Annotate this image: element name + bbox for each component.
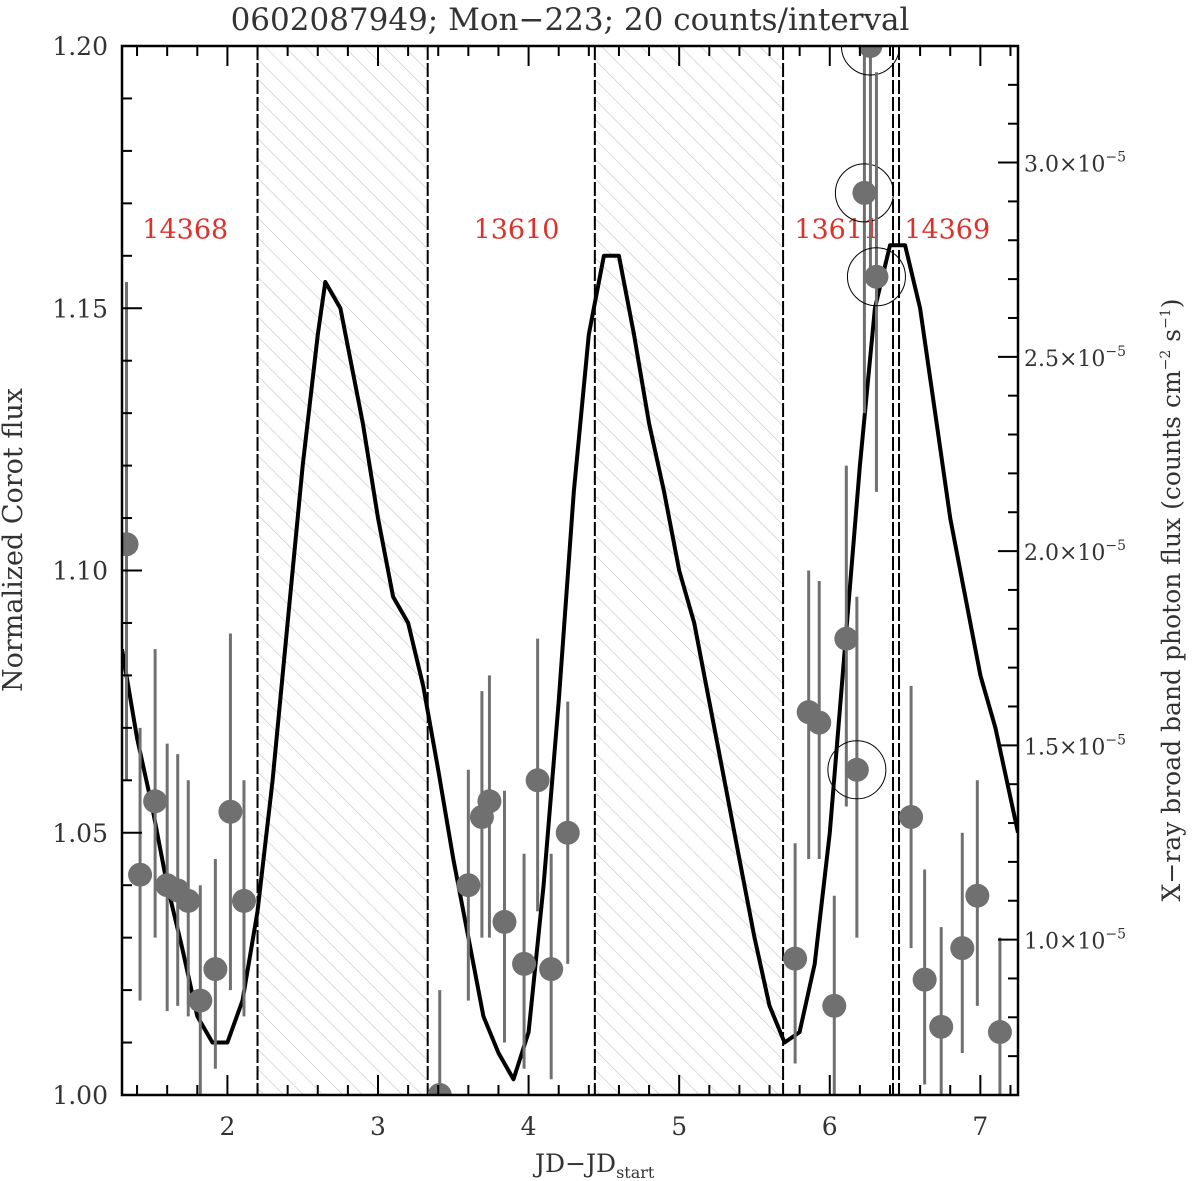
xray-point <box>852 180 877 205</box>
segment-label: 13610 <box>474 215 560 246</box>
y-axis-right-label: X−ray broad band photon flux (counts cm−… <box>1157 299 1186 902</box>
xray-point <box>477 789 502 814</box>
xray-point-highlight-ring <box>834 163 894 223</box>
y-right-tick-label: 1.5×10−5 <box>1024 732 1126 760</box>
corot-curve <box>122 243 1018 1082</box>
x-tick-label: 2 <box>219 1112 235 1141</box>
xray-point <box>783 946 808 971</box>
y-left-tick-label: 1.05 <box>52 819 108 848</box>
corot-flux-line <box>122 243 1018 1082</box>
x-tick-label: 5 <box>671 1112 687 1141</box>
xray-point <box>864 264 889 289</box>
xray-point <box>844 757 869 782</box>
xray-point <box>822 993 847 1018</box>
xray-point <box>122 532 139 557</box>
xray-point <box>834 626 859 651</box>
y-left-tick-label: 1.00 <box>52 1081 108 1110</box>
segment-label: 13611 <box>794 215 880 246</box>
x-axis-label: JD−JDstart <box>532 1149 655 1181</box>
hatched-regions <box>257 46 784 1095</box>
xray-point <box>512 951 537 976</box>
xray-point <box>912 967 937 992</box>
xray-point <box>176 888 201 913</box>
x-tick-label: 7 <box>972 1112 988 1141</box>
separator-lines <box>256 46 901 1095</box>
y-right-axis-ticks: 1.0×10−5 1.5×10−5 2.0×10−5 2.5×10−5 3.0×10−5 <box>998 83 1126 1058</box>
y-right-tick-label: 2.0×10−5 <box>1024 538 1126 566</box>
xray-point <box>987 1020 1012 1045</box>
xray-point <box>950 936 975 961</box>
xray-point <box>128 862 153 887</box>
segment-label: 14368 <box>142 215 228 246</box>
hatched-interval <box>257 46 428 1095</box>
x-tick-label: 4 <box>521 1112 537 1141</box>
xray-point <box>143 789 168 814</box>
y-right-tick-label: 2.5×10−5 <box>1024 344 1126 372</box>
xray-point <box>807 710 832 735</box>
xray-points <box>122 46 1012 1095</box>
xray-point <box>188 988 213 1013</box>
xray-point <box>231 888 256 913</box>
xray-point <box>555 820 580 845</box>
xray-point <box>525 768 550 793</box>
y-right-tick-label: 1.0×10−5 <box>1024 927 1126 955</box>
y-axis-left-label: Normalized Corot flux <box>0 388 29 692</box>
y-left-tick-label: 1.20 <box>52 32 108 61</box>
xray-point <box>218 799 243 824</box>
y-right-tick-label: 3.0×10−5 <box>1024 150 1126 178</box>
x-tick-label: 3 <box>370 1112 386 1141</box>
segment-labels: 14368 13610 13611 14369 <box>142 215 990 246</box>
xray-point-highlight-ring <box>840 46 900 76</box>
xray-point <box>492 909 517 934</box>
y-left-tick-label: 1.10 <box>52 557 108 586</box>
x-tick-label: 6 <box>822 1112 838 1141</box>
chart-title: 0602087949; Mon−223; 20 counts/interval <box>231 2 910 38</box>
y-left-axis-ticks: 1.00 1.05 1.10 1.15 1.20 <box>52 32 142 1110</box>
xray-point <box>899 805 924 830</box>
xray-point <box>965 883 990 908</box>
xray-point <box>858 46 883 58</box>
xray-point <box>539 957 564 982</box>
xray-point <box>929 1014 954 1039</box>
xray-point <box>456 873 481 898</box>
xray-point <box>203 957 228 982</box>
xray-point-highlight-ring <box>846 247 906 307</box>
x-axis-ticks: 2 3 4 5 6 7 <box>136 46 1012 1141</box>
segment-label: 14369 <box>904 215 990 246</box>
xray-point <box>427 1083 452 1095</box>
xray-point-highlight-ring <box>827 740 887 800</box>
y-left-tick-label: 1.15 <box>52 294 108 323</box>
